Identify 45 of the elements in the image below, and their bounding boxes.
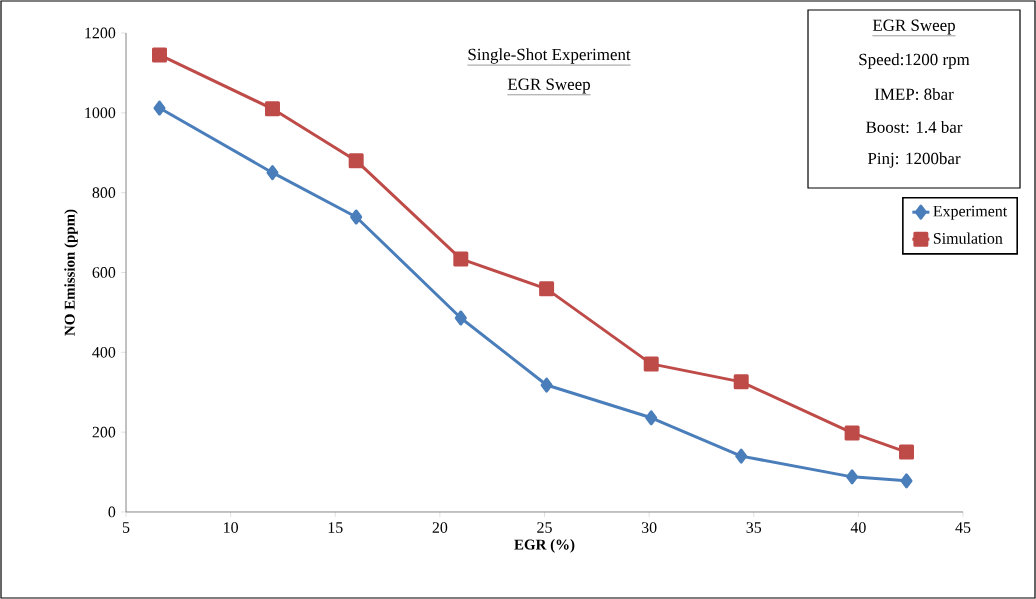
annotation: IMEP: 8bar — [874, 87, 954, 100]
legend-label: Experiment — [933, 205, 1008, 220]
point — [350, 209, 363, 225]
x-tick-label: 35 — [746, 522, 762, 533]
point — [454, 310, 467, 326]
y-tick-label: 1200 — [85, 27, 116, 39]
point — [266, 165, 279, 181]
point — [539, 281, 555, 297]
point — [348, 153, 364, 169]
point — [733, 374, 749, 390]
y-tick-label: 200 — [92, 426, 116, 438]
x-tick-label: 5 — [122, 522, 130, 533]
point — [153, 100, 166, 116]
point — [900, 473, 913, 489]
point — [844, 425, 860, 441]
annotation: Pinj: 1200bar — [867, 152, 961, 168]
x-tick-label: 40 — [850, 522, 866, 533]
x-tick-label: 30 — [641, 522, 657, 533]
point — [453, 251, 469, 267]
x-tick-label: 45 — [955, 522, 971, 533]
x-axis-title: EGR (%) — [514, 539, 575, 553]
point — [540, 377, 553, 393]
x-tick-label: 15 — [328, 522, 343, 533]
x-tick-label: 20 — [432, 522, 448, 533]
x-tick-label: 10 — [224, 522, 238, 533]
y-tick-label: 0 — [108, 506, 116, 518]
legend-label: Simulation — [933, 232, 1003, 244]
y-axis-title: NO Emission (ppm) — [64, 209, 78, 336]
point — [264, 101, 280, 117]
point — [151, 47, 167, 63]
y-tick-label: 800 — [92, 187, 116, 199]
annotation: EGR Sweep — [507, 78, 590, 94]
point — [846, 469, 859, 485]
point — [645, 410, 658, 426]
annotation: Speed:1200 rpm — [859, 53, 970, 69]
point — [735, 448, 748, 464]
annotation: Single-Shot Experiment — [468, 48, 631, 64]
point — [899, 444, 915, 460]
x-tick-label: 25 — [537, 522, 552, 533]
annotation: Boost: 1.4 bar — [866, 120, 963, 133]
point — [643, 356, 659, 372]
annotation: EGR Sweep — [872, 19, 955, 35]
y-tick-label: 400 — [92, 346, 116, 358]
y-tick-label: 1000 — [85, 107, 116, 119]
y-tick-label: 600 — [92, 267, 116, 278]
